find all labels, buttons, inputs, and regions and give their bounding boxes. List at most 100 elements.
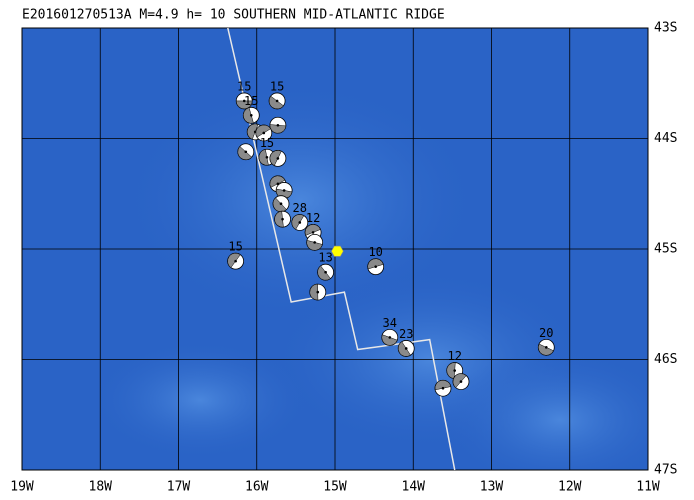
beachball-dot xyxy=(275,99,279,103)
beachball xyxy=(397,340,415,357)
beachball-quadrant xyxy=(243,107,254,124)
beachball xyxy=(537,338,555,356)
beachball-dot xyxy=(324,270,327,274)
x-tick-label: 15W xyxy=(323,480,347,495)
x-tick-label: 19W xyxy=(10,480,34,495)
beachball-quadrant xyxy=(291,214,305,230)
x-tick-label: 12W xyxy=(558,480,582,495)
beachball-quadrant xyxy=(235,100,253,110)
beachball-quadrant xyxy=(237,146,253,160)
beachball xyxy=(255,124,273,142)
x-tick-label: 13W xyxy=(480,480,504,495)
beachball xyxy=(269,149,287,167)
beachball-quadrant xyxy=(446,362,456,379)
beachball xyxy=(306,233,324,251)
beachball-dot xyxy=(281,217,284,221)
beachball-dot xyxy=(276,157,280,160)
beachball-quadrant xyxy=(434,380,452,391)
beachball-dot xyxy=(282,189,286,192)
event-label: 10 xyxy=(368,245,382,259)
event-label: 34 xyxy=(383,316,397,330)
beachball xyxy=(227,252,245,270)
beachball xyxy=(291,214,309,231)
event-label: 12 xyxy=(306,211,320,225)
event-label: 20 xyxy=(539,326,553,340)
beachball xyxy=(317,263,335,281)
beachball-quadrant xyxy=(269,150,282,166)
beachball-quadrant xyxy=(381,334,398,346)
beachball-dot xyxy=(262,131,266,135)
beachball-dot xyxy=(459,380,463,383)
event-label: 15 xyxy=(260,136,274,150)
beachball xyxy=(309,283,327,301)
beachball-quadrant xyxy=(269,124,287,134)
x-tick-label: 11W xyxy=(636,480,660,495)
beachball-dot xyxy=(544,346,548,349)
beachball-quadrant xyxy=(304,224,321,236)
event-label: 15 xyxy=(237,79,251,93)
beachball xyxy=(235,92,253,110)
y-tick-label: 46S xyxy=(654,352,677,367)
event-label: 13 xyxy=(318,251,332,265)
beachball-quadrant xyxy=(309,283,319,301)
beachball-dot xyxy=(313,241,316,244)
beachball xyxy=(237,143,255,161)
beachball xyxy=(258,148,276,166)
beachball xyxy=(434,379,452,397)
event-label: 23 xyxy=(399,327,413,341)
y-tick-label: 44S xyxy=(654,131,677,146)
beachball-dot xyxy=(298,221,302,224)
beachball-quadrant xyxy=(268,95,284,110)
x-tick-label: 18W xyxy=(89,480,113,495)
beachball-dot xyxy=(279,202,283,205)
ocean xyxy=(22,28,648,470)
y-tick-label: 45S xyxy=(654,242,677,257)
beachball xyxy=(275,182,293,199)
beachball xyxy=(268,92,286,110)
beachball-quadrant xyxy=(452,373,467,388)
ridge xyxy=(227,27,456,471)
beachball xyxy=(381,328,399,346)
epicenter xyxy=(331,245,344,257)
event-label: 15 xyxy=(228,240,242,254)
y-tick-label: 43S xyxy=(654,21,677,36)
beachball xyxy=(242,106,260,124)
beachball-dot xyxy=(276,123,280,127)
beachball-quadrant xyxy=(306,239,323,251)
beachball-quadrant xyxy=(367,258,384,270)
beachball xyxy=(274,210,291,228)
beachball-quadrant xyxy=(269,175,286,188)
x-tick-label: 16W xyxy=(245,480,269,495)
y-tick-label: 47S xyxy=(654,463,677,478)
beachball-dot xyxy=(265,155,269,159)
beachball-dot xyxy=(311,231,315,234)
beachball-dot xyxy=(441,386,445,390)
beachball-quadrant xyxy=(398,341,411,357)
x-tick-label: 17W xyxy=(167,480,191,495)
beachball xyxy=(367,258,385,276)
event-label: 15 xyxy=(270,79,284,93)
beachball xyxy=(452,373,470,391)
x-tick-label: 14W xyxy=(402,480,426,495)
beachball-dot xyxy=(249,113,253,117)
beachball-quadrant xyxy=(538,343,554,356)
beachball-quadrant xyxy=(227,252,241,268)
beachball xyxy=(272,195,290,213)
event-label: 15 xyxy=(244,94,258,108)
beachball-dot xyxy=(234,259,237,263)
beachball-dot xyxy=(242,99,246,103)
beachball-dot xyxy=(316,290,320,294)
beachball-quadrant xyxy=(258,149,269,166)
map-title: E201601270513A M=4.9 h= 10 SOUTHERN MID-… xyxy=(22,8,445,23)
beachball-dot xyxy=(453,369,457,372)
beachball-quadrant xyxy=(317,265,331,281)
beachball-dot xyxy=(244,150,248,154)
beachball-dot xyxy=(374,265,377,268)
beachball-quadrant xyxy=(246,123,259,140)
beachball-dot xyxy=(388,336,392,339)
beachball-dot xyxy=(404,347,408,350)
beachball-quadrant xyxy=(274,210,284,228)
event-label: 12 xyxy=(447,349,461,363)
event-label: 28 xyxy=(293,201,307,215)
